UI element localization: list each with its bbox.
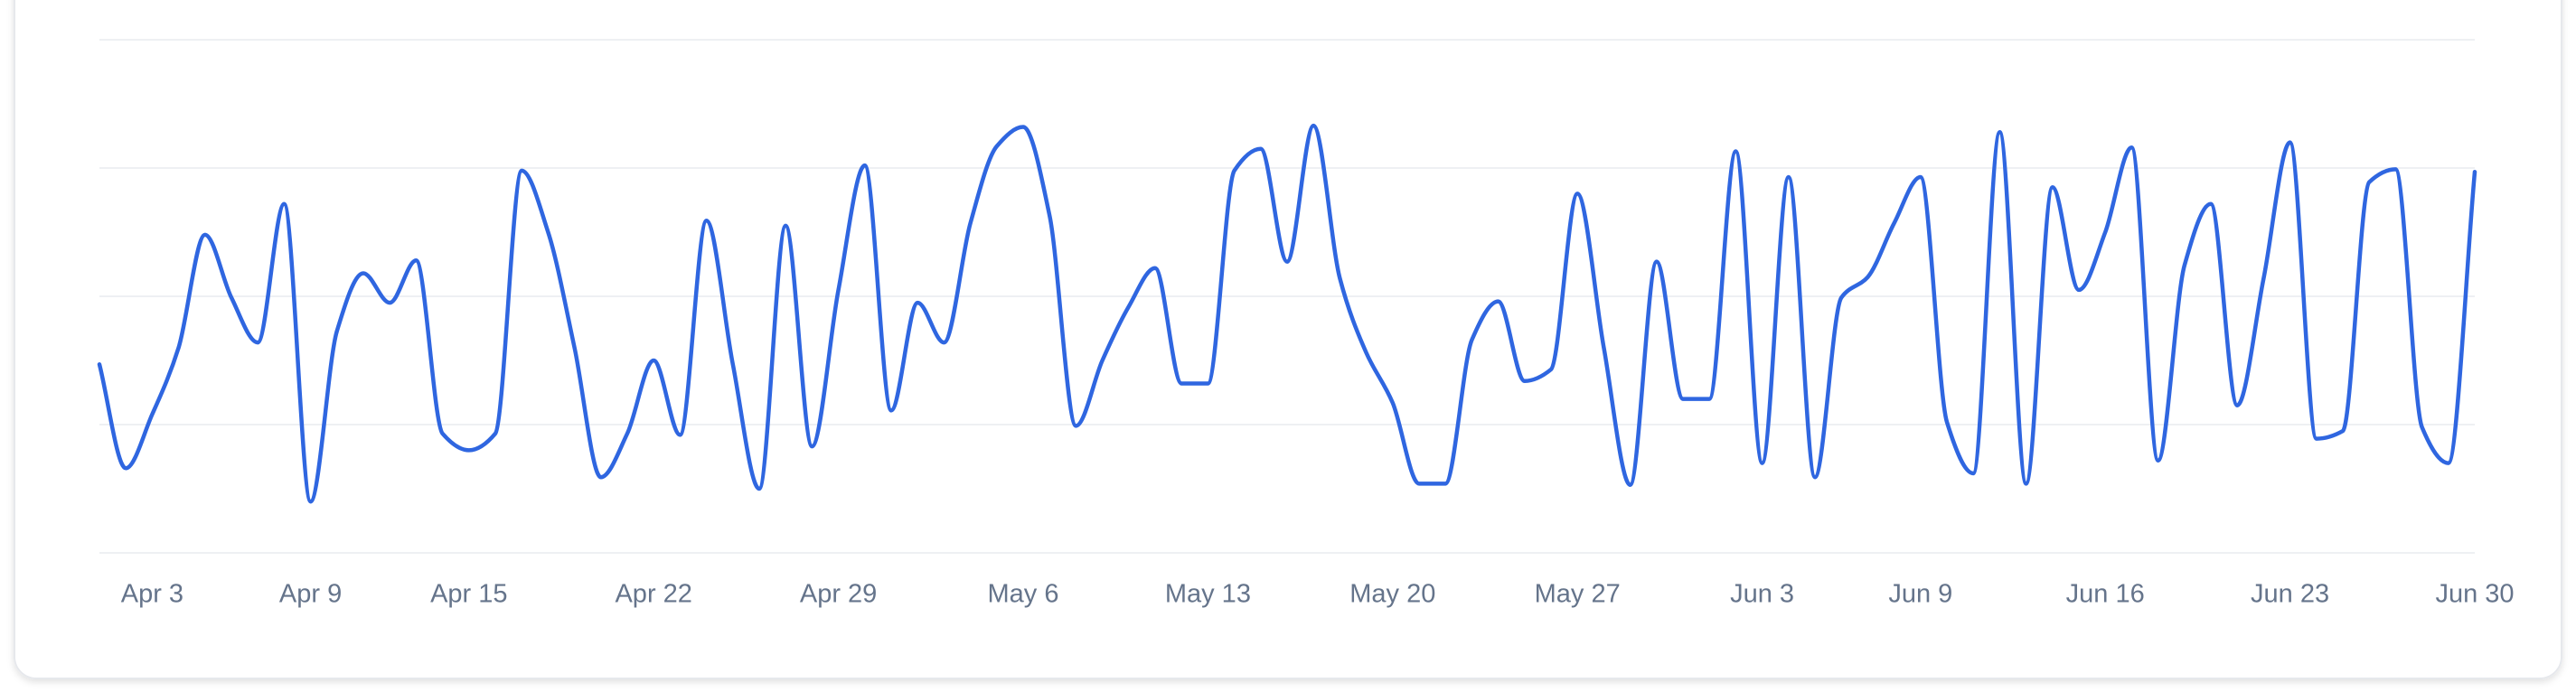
line-series — [97, 123, 2477, 504]
x-tick-label: Jun 16 — [2066, 580, 2145, 609]
x-tick-label: Jun 3 — [1730, 580, 1794, 609]
grid — [99, 39, 2475, 554]
x-tick-label: Jun 9 — [1888, 580, 1952, 609]
x-tick-label: May 6 — [988, 580, 1059, 609]
x-tick-label: Apr 22 — [615, 580, 691, 609]
x-axis: Apr 3 Apr 9 Apr 15 Apr 22 Apr 29 May 6 May 13 M… — [121, 580, 2515, 609]
x-tick-label: May 13 — [1165, 580, 1251, 609]
x-tick-label: Apr 9 — [279, 580, 342, 609]
card-background — [14, 0, 2562, 679]
x-tick-label: Apr 15 — [430, 580, 507, 609]
x-tick-label: Jun 30 — [2435, 580, 2514, 609]
x-tick-label: Apr 29 — [800, 580, 877, 609]
x-tick-label: Jun 23 — [2251, 580, 2329, 609]
plot — [97, 123, 2477, 504]
x-tick-label: May 20 — [1349, 580, 1435, 609]
x-tick-label: May 27 — [1535, 580, 1621, 609]
x-tick-label: Apr 3 — [121, 580, 183, 609]
